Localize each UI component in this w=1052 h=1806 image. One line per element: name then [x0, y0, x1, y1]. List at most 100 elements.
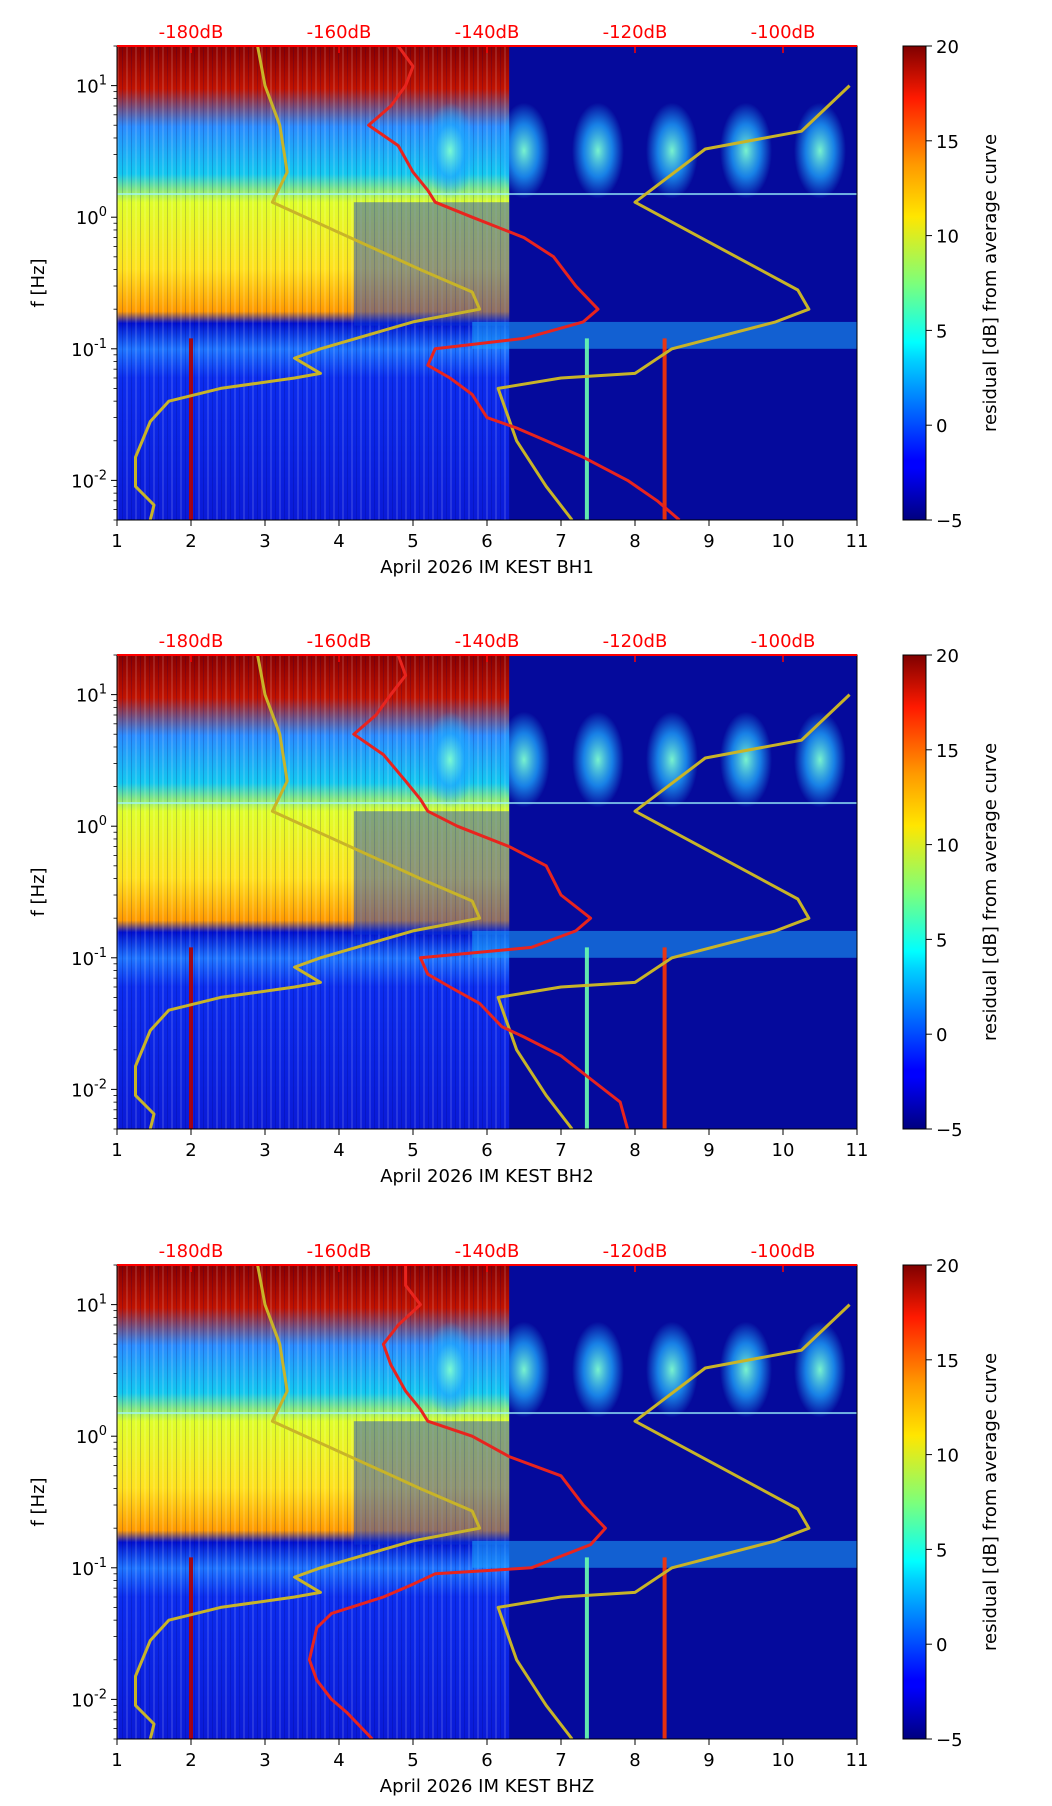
- x-tick-label: 8: [629, 531, 640, 552]
- spectrogram-fade: [353, 202, 510, 326]
- event-spike: [662, 1557, 667, 1739]
- top-axis-label: -120dB: [603, 1241, 668, 1262]
- colorbar-tick-label: −5: [936, 1120, 963, 1141]
- noise-burst: [498, 711, 550, 808]
- noise-burst: [646, 1321, 698, 1418]
- top-axis-label: -180dB: [159, 1241, 224, 1262]
- x-tick-label: 5: [407, 1750, 418, 1771]
- colorbar-label: residual [dB] from average curve: [980, 134, 1001, 432]
- x-tick-label: 7: [555, 1750, 566, 1771]
- top-axis-label: -180dB: [159, 22, 224, 43]
- noise-burst: [424, 711, 476, 808]
- colorbar-tick-label: 15: [936, 132, 959, 153]
- noise-burst: [646, 102, 698, 199]
- x-tick-label: 7: [555, 1140, 566, 1161]
- top-axis-label: -140dB: [455, 631, 520, 652]
- event-spike: [662, 947, 667, 1129]
- noise-burst: [794, 102, 846, 199]
- colorbar-tick-label: 15: [936, 1351, 959, 1372]
- noise-model-low: [134, 655, 482, 1129]
- y-tick-label: 10-2: [71, 1687, 107, 1711]
- y-tick-label: 101: [76, 1293, 107, 1317]
- colorbar-tick-label: 0: [936, 1025, 947, 1046]
- noise-burst: [646, 711, 698, 808]
- x-tick-label: 9: [703, 1140, 714, 1161]
- x-tick-label: 8: [629, 1140, 640, 1161]
- y-tick-label: 10-1: [71, 1556, 107, 1580]
- y-tick-label: 101: [76, 683, 107, 707]
- top-axis-label: -100dB: [751, 22, 816, 43]
- y-tick-label: 100: [76, 205, 107, 229]
- x-tick-label: 7: [555, 531, 566, 552]
- x-tick-label: 9: [703, 1750, 714, 1771]
- panel-bh2: 1 2 3 4 5 6 7 8 9 10 11 April 2026 IM KEST BH2 -180d…: [28, 631, 1001, 1187]
- colorbar-tick-label: 10: [936, 836, 959, 857]
- x-axis-label: April 2026 IM KEST BH2: [380, 1166, 594, 1187]
- noise-burst: [572, 1321, 624, 1418]
- x-tick-label: 3: [259, 1140, 270, 1161]
- x-tick-label: 2: [185, 1140, 196, 1161]
- x-tick-label: 6: [481, 1750, 492, 1771]
- panel-bh1: 1 2 3 4 5 6 7 8 9 10 11 April 2026 IM KEST BH1 -180d…: [28, 22, 1001, 578]
- x-tick-label: 1: [111, 1750, 122, 1771]
- colorbar-tick-label: 15: [936, 741, 959, 762]
- top-axis-label: -140dB: [455, 1241, 520, 1262]
- noise-burst: [720, 711, 772, 808]
- x-tick-label: 10: [772, 1750, 795, 1771]
- x-tick-label: 2: [185, 531, 196, 552]
- x-tick-label: 6: [481, 1140, 492, 1161]
- colorbar-tick-label: −5: [936, 511, 963, 532]
- spectrogram-image: [117, 1265, 857, 1739]
- noise-model-low: [134, 1265, 482, 1739]
- colorbar-tick-label: −5: [936, 1730, 963, 1751]
- top-axis-label: -120dB: [603, 22, 668, 43]
- spectrogram-image: [117, 655, 857, 1129]
- colorbar: [902, 654, 927, 1130]
- x-tick-label: 1: [111, 1140, 122, 1161]
- x-tick-label: 6: [481, 531, 492, 552]
- x-tick-label: 11: [846, 531, 869, 552]
- colorbar-tick-label: 0: [936, 416, 947, 437]
- noise-model-low: [134, 46, 482, 520]
- spectrogram-fade: [353, 811, 510, 935]
- top-axis-label: -160dB: [307, 1241, 372, 1262]
- colorbar-tick-label: 10: [936, 1446, 959, 1467]
- colorbar-tick-label: 20: [936, 1256, 959, 1277]
- event-spike: [189, 1557, 193, 1739]
- x-axis-label: April 2026 IM KEST BHZ: [380, 1776, 595, 1797]
- noise-model-high: [496, 1303, 851, 1739]
- y-tick-label: 10-1: [71, 337, 107, 361]
- x-tick-label: 8: [629, 1750, 640, 1771]
- y-tick-label: 100: [76, 1424, 107, 1448]
- line-1-5hz: [117, 802, 857, 805]
- noise-burst: [794, 711, 846, 808]
- event-spike: [584, 947, 589, 1129]
- y-axis-label: f [Hz]: [28, 258, 49, 307]
- noise-model-high: [496, 84, 851, 520]
- x-tick-label: 1: [111, 531, 122, 552]
- noise-burst: [424, 1321, 476, 1418]
- event-spike: [189, 338, 193, 520]
- colorbar-tick-label: 5: [936, 1540, 947, 1561]
- colorbar-tick-label: 5: [936, 321, 947, 342]
- y-tick-label: 10-1: [71, 946, 107, 970]
- x-axis-label: April 2026 IM KEST BH1: [380, 557, 594, 578]
- average-psd-curve: [352, 655, 630, 1129]
- colorbar-tick-label: 5: [936, 930, 947, 951]
- colorbar: [902, 1264, 927, 1740]
- top-axis-label: -120dB: [603, 631, 668, 652]
- x-tick-label: 4: [333, 1750, 344, 1771]
- x-tick-label: 10: [772, 531, 795, 552]
- x-tick-label: 4: [333, 531, 344, 552]
- average-psd-curve: [307, 1265, 607, 1739]
- y-tick-label: 10-2: [71, 468, 107, 492]
- colorbar-tick-label: 10: [936, 227, 959, 248]
- noise-burst: [794, 1321, 846, 1418]
- top-axis-label: -160dB: [307, 22, 372, 43]
- colorbar-label: residual [dB] from average curve: [980, 743, 1001, 1041]
- noise-burst: [498, 1321, 550, 1418]
- panel-bhz: 1 2 3 4 5 6 7 8 9 10 11 April 2026 IM KEST BHZ -180d…: [28, 1241, 1001, 1797]
- noise-model-high: [496, 693, 851, 1129]
- top-axis-label: -180dB: [159, 631, 224, 652]
